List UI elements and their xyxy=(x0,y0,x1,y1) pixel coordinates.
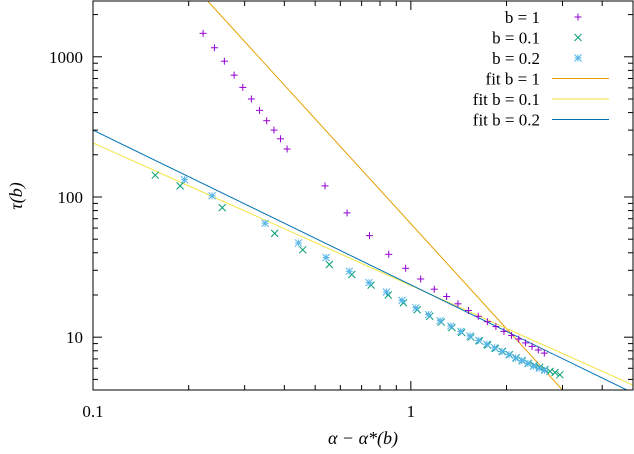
legend-label: b = 0.2 xyxy=(492,49,540,68)
plot-area xyxy=(93,1,633,390)
data-point xyxy=(402,264,410,272)
y-tick-label: 100 xyxy=(58,188,84,207)
data-point xyxy=(515,335,523,343)
data-point xyxy=(176,182,184,190)
tick-labels: 0.1 1 10 100 1000 xyxy=(49,48,415,421)
data-point xyxy=(218,203,227,212)
data-point xyxy=(436,316,444,325)
data-point xyxy=(239,83,247,91)
legend-label: fit b = 0.2 xyxy=(473,111,540,130)
data-point xyxy=(263,117,271,125)
data-point xyxy=(270,126,278,134)
data-point xyxy=(443,293,451,301)
data-point xyxy=(247,95,255,103)
data-point xyxy=(230,71,238,79)
data-point xyxy=(518,356,526,365)
data-point xyxy=(270,229,279,238)
data-point xyxy=(430,285,438,293)
legend-marker xyxy=(574,33,582,42)
data-point xyxy=(466,332,474,340)
data-point xyxy=(474,336,483,345)
legend-label: b = 0.1 xyxy=(492,29,540,48)
data-point xyxy=(412,303,420,312)
data-point xyxy=(180,175,189,184)
data-markers xyxy=(151,29,564,379)
data-point xyxy=(298,245,307,254)
data-point xyxy=(483,318,491,326)
y-axis-label: τ(b) xyxy=(6,182,27,209)
data-point xyxy=(498,347,506,356)
data-point xyxy=(283,145,291,153)
data-point xyxy=(511,354,520,362)
fit-line xyxy=(93,129,629,390)
series-b-0_2 xyxy=(180,175,549,375)
data-point xyxy=(424,310,433,319)
y-tick-label: 1000 xyxy=(49,48,83,67)
data-point xyxy=(385,250,393,258)
data-point xyxy=(522,339,530,347)
legend-label: b = 1 xyxy=(505,8,540,27)
data-point xyxy=(446,322,455,330)
data-point xyxy=(464,306,472,314)
data-point xyxy=(555,370,564,379)
data-point xyxy=(500,327,508,335)
data-point xyxy=(255,106,263,114)
data-point xyxy=(322,253,330,262)
data-point xyxy=(151,171,160,180)
data-point xyxy=(210,44,218,52)
data-point xyxy=(456,327,465,336)
legend-marker xyxy=(574,54,582,62)
series-b-1 xyxy=(199,29,548,357)
x-axis-label: α − α*(b) xyxy=(328,428,398,449)
data-point xyxy=(490,343,499,352)
data-point xyxy=(294,239,303,247)
plot-frame xyxy=(92,0,634,391)
data-point xyxy=(321,182,329,190)
data-point xyxy=(454,300,462,308)
legend-marker xyxy=(574,13,582,21)
data-point xyxy=(508,331,516,339)
data-point xyxy=(483,340,491,349)
x-tick-label: 0.1 xyxy=(82,402,103,421)
data-point xyxy=(505,350,513,359)
y-tick-label: 10 xyxy=(66,328,83,347)
legend-label: fit b = 1 xyxy=(486,70,540,89)
data-point xyxy=(345,267,354,276)
axis-ticks xyxy=(92,1,634,390)
data-point xyxy=(220,57,228,65)
data-point xyxy=(382,288,391,296)
x-tick-label: 1 xyxy=(407,402,416,421)
data-point xyxy=(277,135,285,143)
data-point xyxy=(398,296,406,305)
data-point xyxy=(492,323,500,331)
data-point xyxy=(417,275,425,283)
data-point xyxy=(208,191,216,200)
data-point xyxy=(551,368,559,377)
data-point xyxy=(261,219,269,228)
data-point xyxy=(343,209,351,217)
data-point xyxy=(534,346,542,354)
data-point xyxy=(528,342,536,350)
data-point xyxy=(199,29,207,37)
legend-label: fit b = 0.1 xyxy=(473,90,540,109)
data-point xyxy=(325,260,334,269)
data-point xyxy=(540,349,548,357)
data-point xyxy=(474,312,482,320)
data-point xyxy=(365,278,373,287)
data-point xyxy=(540,366,549,375)
data-point xyxy=(365,232,373,240)
